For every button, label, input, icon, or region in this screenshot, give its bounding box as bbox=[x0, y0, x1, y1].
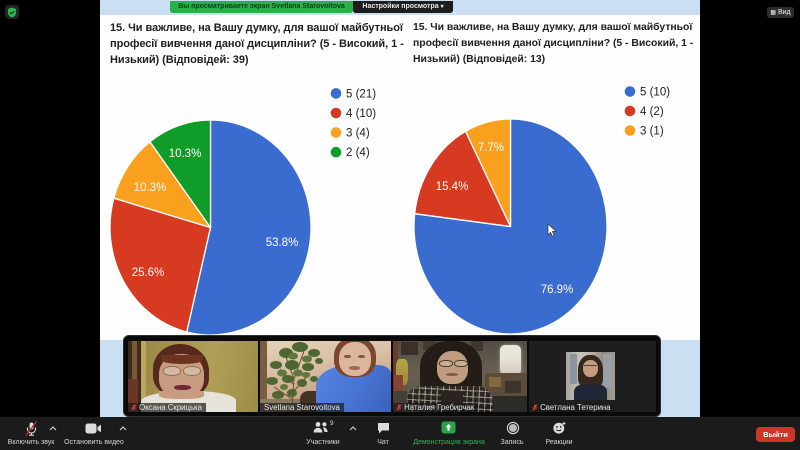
svg-text:10.3%: 10.3% bbox=[169, 148, 202, 160]
svg-text:76.9%: 76.9% bbox=[541, 284, 574, 296]
svg-text:15.4%: 15.4% bbox=[436, 181, 469, 193]
svg-text:3 (1): 3 (1) bbox=[640, 126, 664, 138]
svg-text:5 (21): 5 (21) bbox=[346, 88, 376, 100]
svg-text:7.7%: 7.7% bbox=[478, 142, 504, 154]
svg-text:2 (4): 2 (4) bbox=[346, 147, 370, 159]
svg-text:5 (10): 5 (10) bbox=[640, 87, 670, 99]
svg-text:3 (4): 3 (4) bbox=[346, 128, 370, 140]
svg-text:4 (2): 4 (2) bbox=[640, 106, 664, 118]
svg-text:53.8%: 53.8% bbox=[266, 237, 299, 249]
svg-text:10.3%: 10.3% bbox=[134, 182, 167, 194]
svg-text:25.6%: 25.6% bbox=[132, 267, 165, 279]
svg-text:4 (10): 4 (10) bbox=[346, 108, 376, 120]
